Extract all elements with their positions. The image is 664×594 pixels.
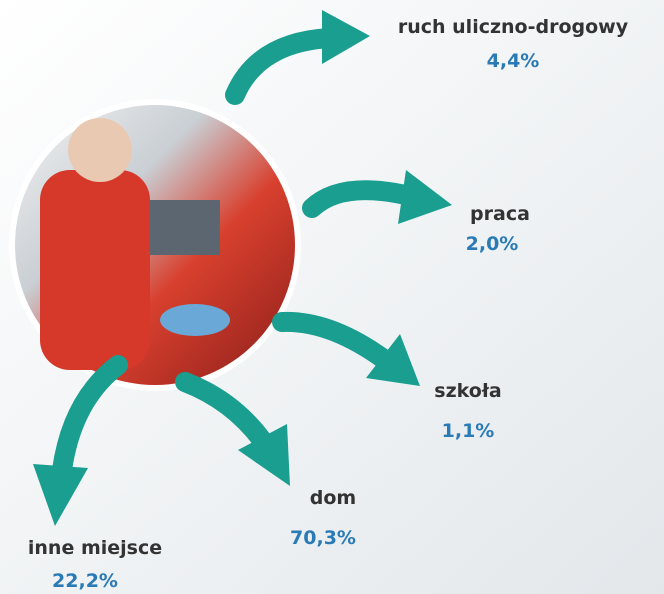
item-value: 1,1% — [442, 420, 495, 442]
photo-glove — [160, 304, 230, 336]
item-value: 2,0% — [466, 233, 519, 255]
item-value: 22,2% — [52, 570, 118, 592]
item-value: 4,4% — [487, 50, 540, 72]
item-label: inne miejsce — [28, 537, 162, 559]
item-label: szkoła — [434, 380, 501, 402]
item-label: dom — [310, 487, 356, 509]
photo — [9, 99, 301, 391]
photo-head — [68, 118, 132, 182]
item-value: 70,3% — [290, 527, 356, 549]
infographic: ruch uliczno-drogowy 4,4% praca 2,0% szk… — [0, 0, 664, 594]
item-label: ruch uliczno-drogowy — [398, 16, 629, 38]
photo-monitor — [150, 200, 220, 255]
item-label: praca — [470, 203, 530, 225]
photo-figure — [40, 170, 150, 370]
